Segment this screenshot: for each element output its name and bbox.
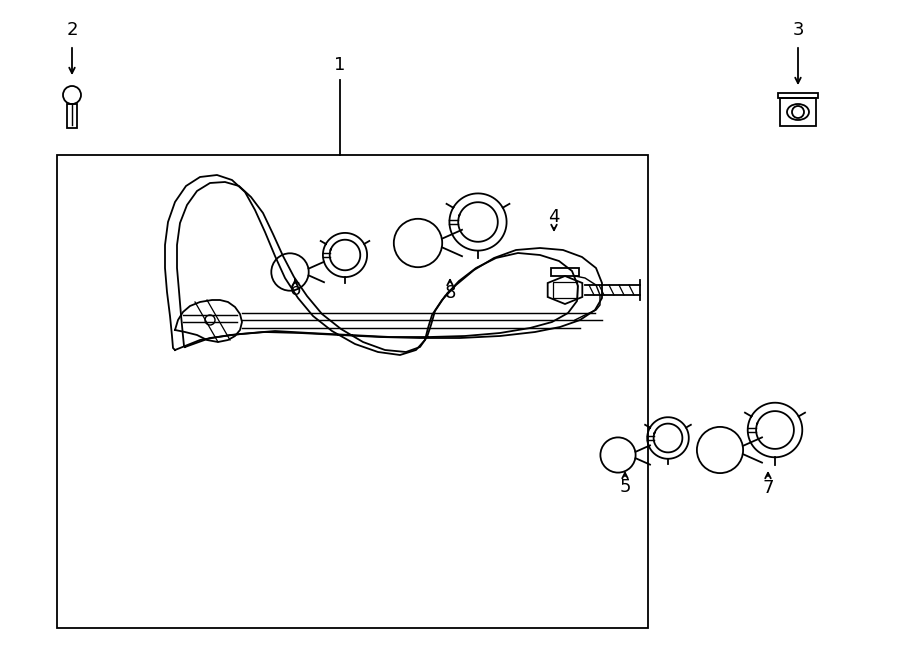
Text: 4: 4: [548, 208, 560, 226]
Bar: [551, 268, 579, 276]
Bar: [57, 155, 648, 628]
Text: 3: 3: [792, 21, 804, 39]
Text: 1: 1: [334, 56, 346, 74]
Text: 2: 2: [67, 21, 77, 39]
Bar: [778, 93, 818, 98]
Bar: [780, 98, 816, 126]
Text: 5: 5: [619, 478, 631, 496]
Bar: [553, 282, 577, 298]
Text: 8: 8: [445, 284, 455, 302]
Text: 7: 7: [762, 479, 774, 497]
Bar: [67, 104, 77, 128]
Text: 6: 6: [289, 281, 301, 299]
